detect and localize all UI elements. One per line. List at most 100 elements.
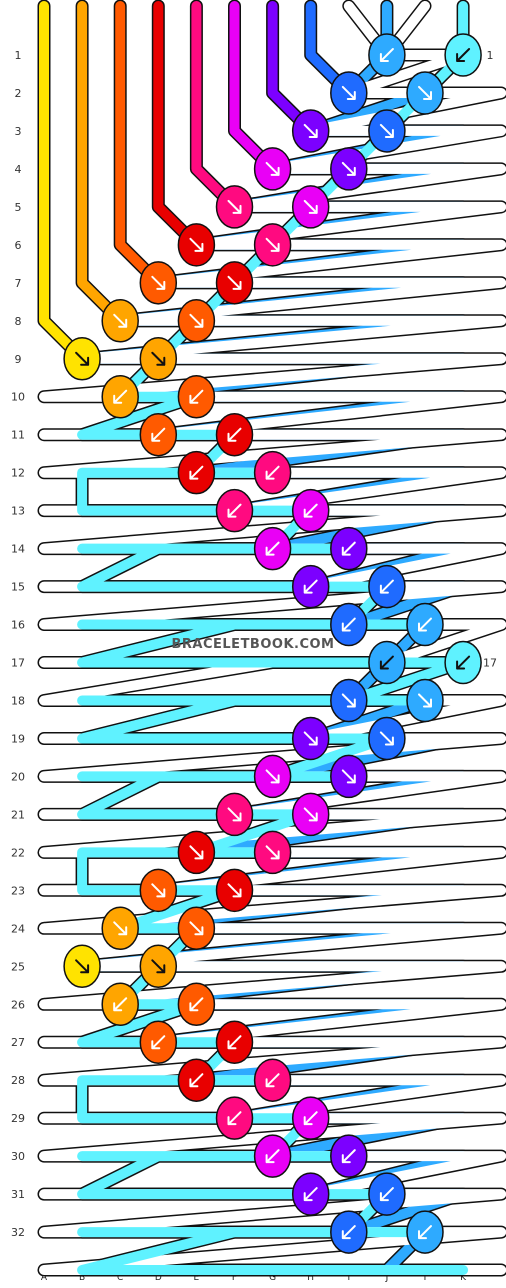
knot[interactable] [330, 754, 368, 799]
knot[interactable] [291, 792, 330, 837]
knot[interactable] [368, 33, 406, 77]
row-number-left: 16 [11, 619, 25, 632]
knot[interactable] [177, 374, 216, 419]
row-number-left: 15 [11, 581, 25, 594]
knot-arrow-icon [265, 769, 280, 784]
knot[interactable] [139, 868, 178, 913]
knot-arrow-icon [303, 1111, 318, 1126]
knot-arrow-icon [303, 123, 318, 138]
knot[interactable] [253, 830, 292, 875]
string-label-bottom: K [460, 1273, 467, 1283]
knot[interactable] [253, 754, 292, 799]
knot[interactable] [253, 450, 292, 495]
knot-arrow-icon [303, 579, 318, 594]
knot[interactable] [253, 1058, 292, 1102]
knot[interactable] [215, 185, 254, 229]
knot[interactable] [177, 982, 216, 1026]
string-label-bottom: A [41, 1273, 48, 1283]
knot[interactable] [291, 564, 330, 609]
knot[interactable] [63, 944, 101, 989]
knot[interactable] [330, 526, 368, 571]
knot-arrow-icon [265, 161, 280, 176]
string-label-bottom: C [117, 1273, 123, 1283]
knot[interactable] [291, 109, 330, 153]
knot[interactable] [330, 71, 368, 115]
row-number-left: 32 [11, 1226, 25, 1239]
knot[interactable] [406, 602, 444, 647]
knot[interactable] [177, 299, 216, 343]
knot[interactable] [101, 299, 139, 343]
knot[interactable] [291, 716, 330, 761]
knot[interactable] [215, 488, 254, 533]
knot[interactable] [291, 1172, 330, 1216]
knot[interactable] [253, 526, 292, 571]
row-number-left: 12 [11, 467, 25, 480]
row-number-right: 17 [483, 657, 497, 670]
knot[interactable] [215, 1096, 254, 1140]
knot[interactable] [291, 488, 330, 533]
knot[interactable] [177, 1058, 216, 1102]
knot[interactable] [330, 602, 368, 647]
threads [37, 0, 506, 1277]
knot[interactable] [330, 147, 368, 191]
knot[interactable] [139, 944, 178, 989]
string-label-bottom: D [155, 1273, 162, 1283]
knot[interactable] [368, 716, 406, 761]
knot[interactable] [330, 1210, 368, 1254]
knot-arrow-icon [113, 389, 128, 404]
knot[interactable] [330, 1134, 368, 1178]
knot[interactable] [444, 33, 482, 77]
knot[interactable] [63, 337, 101, 381]
knot-arrow-icon [379, 655, 394, 670]
knot[interactable] [139, 261, 178, 305]
knot-arrow-icon [418, 1225, 432, 1240]
knot[interactable] [330, 678, 368, 723]
knot-arrow-icon [265, 1073, 280, 1088]
knot-arrow-icon [303, 1187, 318, 1202]
knot[interactable] [139, 1020, 178, 1064]
knot[interactable] [291, 185, 330, 229]
knot-arrow-icon [341, 769, 356, 784]
knot-arrow-icon [189, 1073, 204, 1088]
knot-arrow-icon [189, 921, 204, 936]
knot[interactable] [368, 109, 406, 153]
row-number-left: 2 [15, 87, 22, 100]
knot[interactable] [101, 982, 139, 1026]
knot[interactable] [444, 640, 482, 685]
knot[interactable] [177, 906, 216, 951]
knot-arrow-icon [379, 123, 394, 138]
knot[interactable] [215, 792, 254, 837]
knot-arrow-icon [418, 693, 432, 708]
string-label-bottom: G [269, 1273, 276, 1283]
knot[interactable] [368, 1172, 406, 1216]
string-label-bottom: J [385, 1273, 389, 1283]
knot[interactable] [253, 1134, 292, 1178]
knot[interactable] [368, 640, 406, 685]
thread-c [115, 1, 164, 288]
knot[interactable] [177, 830, 216, 875]
knot-arrow-icon [151, 959, 166, 974]
row-number-left: 13 [11, 505, 25, 518]
row-number-left: 26 [11, 998, 25, 1011]
knot[interactable] [215, 1020, 254, 1064]
knot[interactable] [253, 223, 292, 267]
knot[interactable] [406, 71, 444, 115]
knot[interactable] [177, 223, 216, 267]
knot[interactable] [101, 906, 139, 951]
knot[interactable] [253, 147, 292, 191]
knot-arrow-icon [341, 1149, 356, 1164]
knot[interactable] [291, 1096, 330, 1140]
knot[interactable] [406, 1210, 444, 1254]
knot[interactable] [139, 337, 178, 381]
knot[interactable] [215, 412, 254, 457]
knot-arrow-icon [456, 48, 471, 62]
knot[interactable] [101, 374, 139, 419]
knot[interactable] [406, 678, 444, 723]
knot[interactable] [368, 564, 406, 609]
knot-arrow-icon [265, 1149, 280, 1164]
knot[interactable] [215, 868, 254, 913]
knot[interactable] [177, 450, 216, 495]
knot[interactable] [215, 261, 254, 305]
knot[interactable] [139, 412, 178, 457]
